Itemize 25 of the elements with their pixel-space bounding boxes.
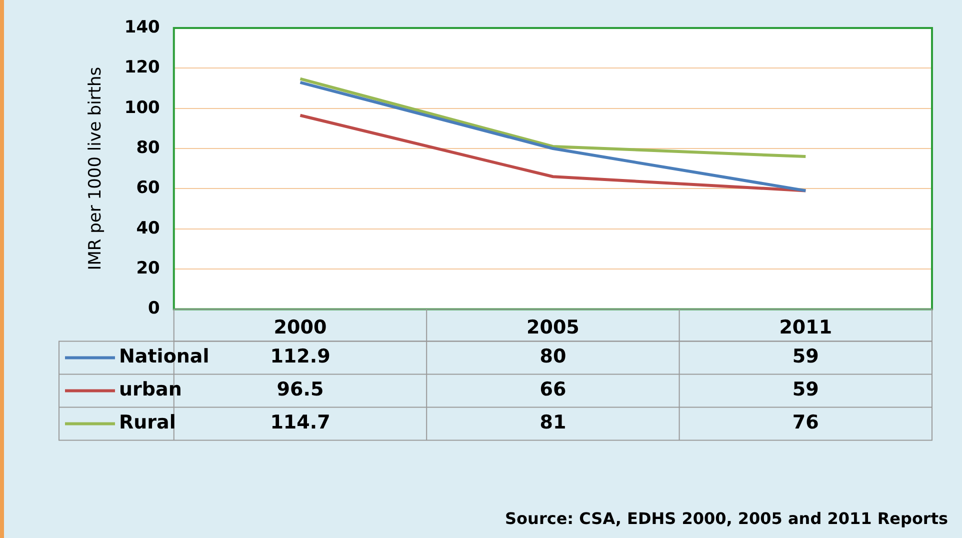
y-tick-label: 80 (136, 138, 160, 158)
data-label: 66 (540, 378, 566, 401)
data-label: 114.7 (270, 412, 330, 434)
data-label: 59 (792, 346, 819, 368)
data-label: 76 (792, 412, 819, 434)
legend-label: Rural (119, 412, 176, 434)
source-note: Source: CSA, EDHS 2000, 2005 and 2011 Reports (505, 509, 948, 528)
x-tick-label: 2011 (779, 316, 832, 339)
data-label: 96.5 (276, 378, 324, 401)
data-label: 112.9 (270, 346, 330, 368)
y-tick-label: 100 (124, 98, 160, 118)
y-tick-label: 20 (136, 258, 160, 278)
legend-label: National (119, 346, 210, 368)
y-tick-label: 40 (136, 218, 160, 238)
data-label: 80 (540, 346, 566, 368)
y-tick-label: 60 (136, 178, 160, 198)
y-tick-label: 140 (124, 17, 160, 38)
x-tick-label: 2005 (526, 316, 580, 339)
y-axis-title: IMR per 1000 live births (86, 66, 106, 270)
y-tick-label: 0 (148, 298, 160, 319)
x-tick-label: 2000 (274, 316, 327, 339)
data-label: 59 (792, 378, 819, 401)
legend-label: urban (119, 378, 182, 401)
data-label: 81 (540, 412, 566, 434)
y-tick-label: 120 (124, 58, 160, 78)
